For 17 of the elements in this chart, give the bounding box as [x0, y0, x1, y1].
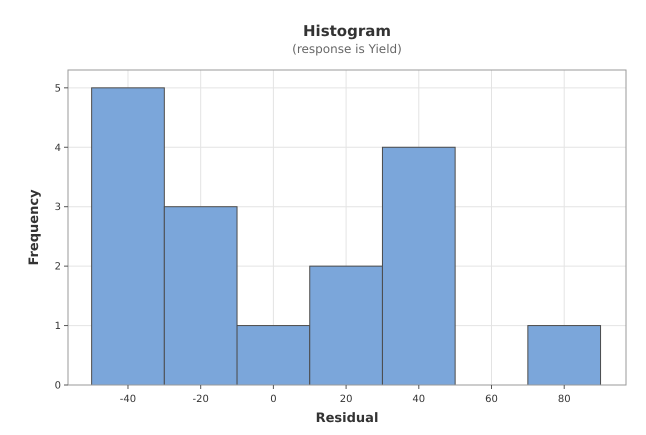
x-tick-label: -40 [120, 394, 136, 405]
y-tick-label: 0 [54, 380, 61, 392]
chart-title: Histogram [303, 22, 391, 40]
y-tick-label: 2 [54, 262, 61, 273]
y-axis-title: Frequency [27, 188, 42, 266]
chart-subtitle: (response is Yield) [292, 42, 402, 56]
x-tick-label: 0 [270, 394, 277, 405]
y-tick-label: 4 [54, 142, 61, 154]
y-tick-label: 1 [54, 321, 61, 332]
x-tick-label: 20 [340, 394, 352, 405]
x-tick-label: 40 [412, 394, 426, 405]
x-tick-label: 80 [558, 394, 571, 405]
x-tick-label: -20 [192, 394, 209, 405]
x-axis-title: Residual [316, 411, 378, 426]
y-tick-label: 3 [54, 202, 61, 214]
x-tick-label: 60 [485, 394, 498, 405]
y-tick-label: 5 [54, 83, 61, 94]
